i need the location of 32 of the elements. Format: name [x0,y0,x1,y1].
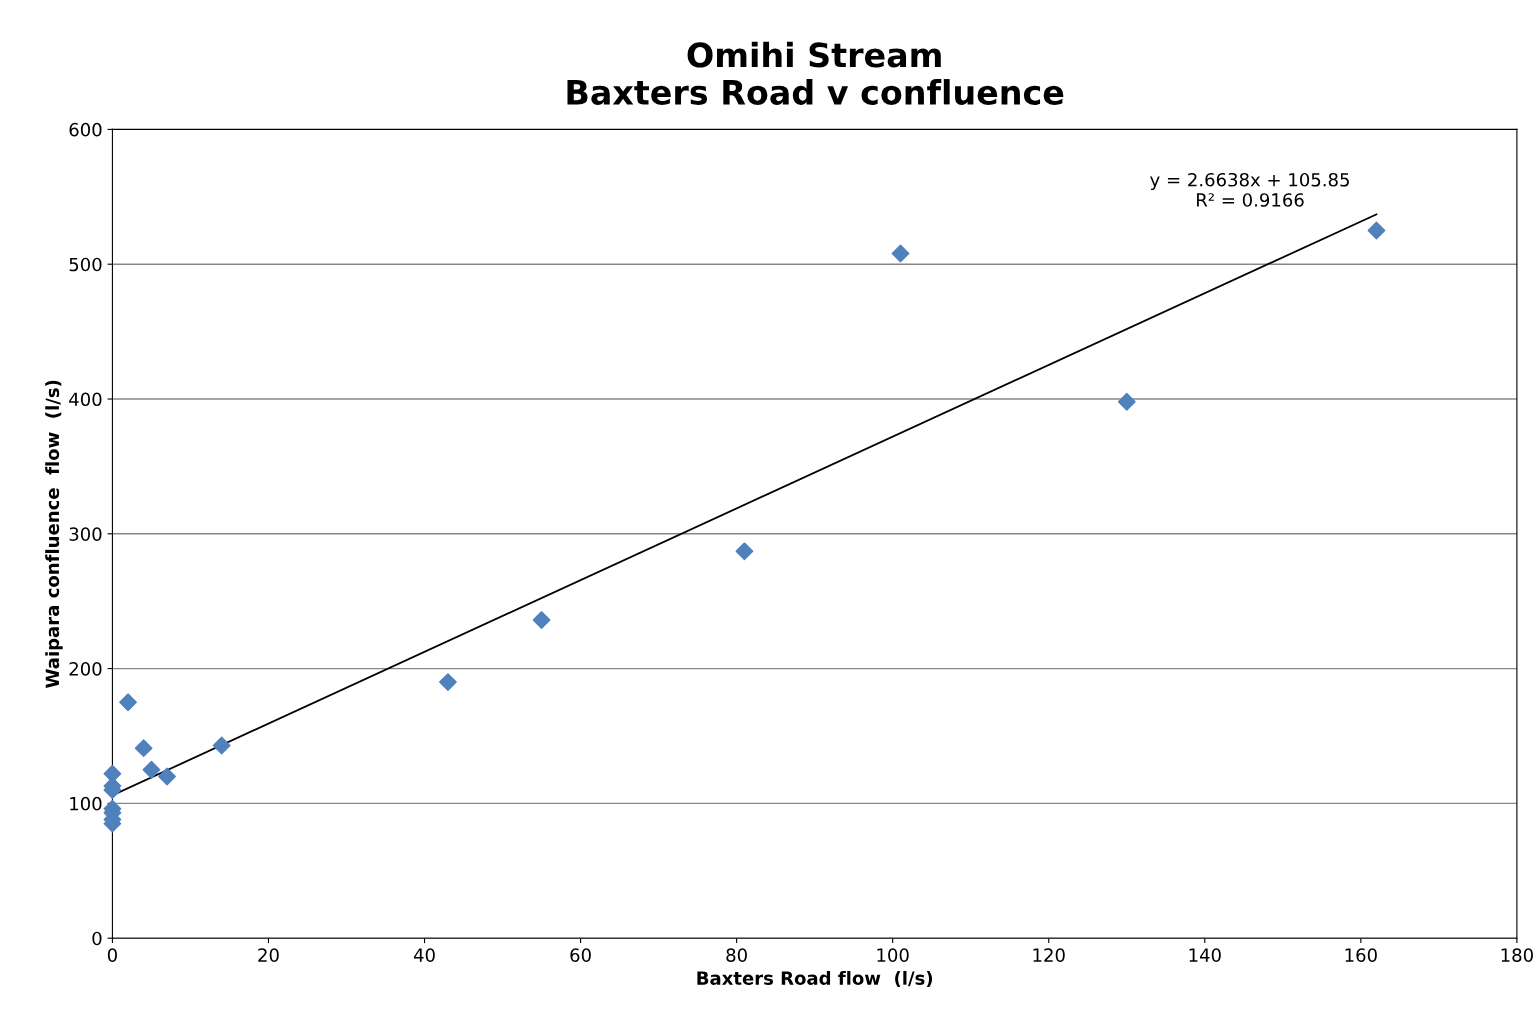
y-tick-label: 600 [69,122,102,137]
point [134,739,153,758]
x-tick-label: 40 [413,948,435,962]
point [142,760,161,779]
point [735,542,754,561]
annotation: y = 2.6638x + 105.85 R² = 0.9166 [1150,172,1349,207]
x-tick-label: 0 [107,948,117,962]
y-tick-label: 300 [69,527,102,541]
x-tick-label: 100 [877,948,909,962]
y-tick-label: 200 [69,662,102,676]
point [158,767,176,786]
point [532,611,551,629]
x-tick-label: 120 [1033,948,1065,962]
point [439,673,457,691]
x-axis-title: Baxters Road flow (l/s) [697,970,933,988]
x-tick-label: 140 [1189,948,1221,962]
x-tick-label: 80 [726,948,747,962]
y-tick-label: 500 [69,257,102,272]
x-tick-label: 20 [258,948,279,962]
y-tick-label: 0 [92,931,102,946]
point [1117,392,1136,411]
x-tick-label: 160 [1345,948,1377,962]
point [212,736,231,755]
x-tick-label: 180 [1501,948,1533,962]
y-axis-title: Waipara confluence flow (l/s) [45,380,63,688]
point [119,693,137,712]
x-tick-label: 60 [570,948,591,962]
y-tick-label: 400 [69,392,102,407]
point [891,244,910,263]
chart-title: Omihi Stream Baxters Road v confluence [567,41,1064,105]
point [1367,221,1386,240]
y-tick-label: 100 [70,796,102,811]
